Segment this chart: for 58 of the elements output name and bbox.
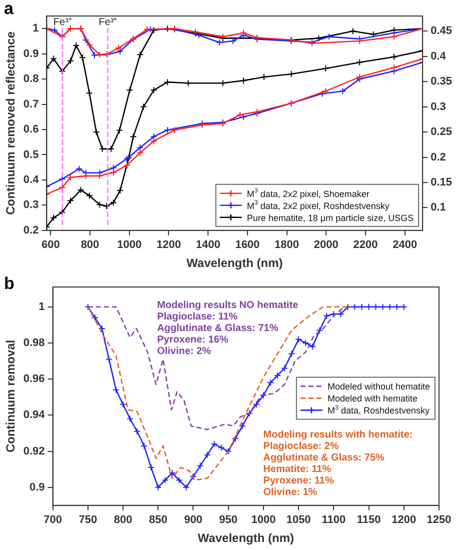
annotation: Modeling results NO hematite Plagioclase: 11% Agglutinate & Glass: 71% Pyroxene: 16% Olivine: 2%: [157, 300, 299, 357]
y-tick-label: 0.96: [23, 373, 45, 386]
y-tick-label: 0.9: [23, 48, 39, 60]
y2-tick-label: 0.3: [430, 100, 446, 113]
x-tick-label: 2000: [314, 239, 338, 252]
y2-tick-label: 0.25: [430, 126, 452, 138]
y-axis-title: Continuum removal: [4, 340, 18, 453]
y-tick-label: 0.3: [23, 199, 39, 212]
x-axis-title: Wavelength (nm): [198, 531, 294, 546]
x-axis-title: Wavelength (nm): [186, 256, 283, 270]
y-tick-label: 0.4: [23, 174, 40, 186]
y-tick-label: 0.92: [23, 445, 45, 458]
ref-line-label: Fe³⁺: [53, 17, 72, 28]
x-tick-label: 800: [80, 239, 100, 252]
x-tick-label: 900: [184, 514, 202, 526]
y-tick-label: 0.5: [23, 148, 39, 161]
x-tick-label: 600: [41, 239, 60, 252]
x-tick-label: 700: [44, 514, 62, 526]
y-tick-label: 0.7: [23, 98, 39, 110]
legend-label: Modeled with hematite: [327, 394, 418, 404]
x-tick-label: 1150: [356, 514, 381, 526]
x-tick-label: 1000: [251, 514, 276, 526]
y-axis-title: Continuum removed reflectance: [4, 31, 18, 215]
x-tick-label: 750: [78, 514, 98, 526]
x-tick-label: 1050: [286, 514, 311, 526]
y-tick-label: 0.98: [23, 336, 45, 349]
y2-tick-label: 0.15: [430, 176, 452, 189]
ref-line-label: Fe³⁺: [98, 17, 118, 28]
y-tick-label: 1: [38, 300, 45, 313]
x-tick-label: 800: [114, 514, 132, 526]
y-tick-label: 0.9: [30, 481, 45, 494]
x-tick-label: 1800: [274, 239, 300, 252]
x-tick-label: 2200: [353, 239, 378, 252]
x-tick-label: 1400: [196, 239, 220, 252]
y-tick-label: 0.6: [23, 124, 39, 136]
y2-tick-label: 0.45: [430, 25, 452, 38]
x-tick-label: 1200: [156, 239, 181, 252]
x-tick-label: 1600: [235, 239, 260, 252]
y-tick-label: 0.2: [23, 224, 39, 236]
y2-tick-label: 0.2: [430, 151, 446, 164]
x-tick-label: 1200: [392, 514, 416, 526]
x-tick-label: 950: [219, 514, 238, 526]
legend-label: Modeled without hematite: [327, 382, 430, 392]
y2-tick-label: 0.4: [430, 50, 447, 62]
legend-label: Pure hematite, 18 μm particle size, USGS: [246, 212, 414, 223]
x-tick-label: 1100: [322, 514, 346, 526]
y2-tick-label: 0.35: [430, 76, 452, 88]
x-tick-label: 850: [148, 514, 168, 526]
annotation: Modeling results with hematite: Plagioclase: 2% Agglutinate & Glass: 75% Hematite: 11% Pyroxene: 11% Olivine: 1%: [263, 430, 413, 498]
y-tick-label: 1: [32, 22, 39, 35]
y-tick-label: 0.8: [23, 73, 39, 86]
x-tick-label: 1250: [426, 514, 452, 526]
x-tick-label: 1000: [117, 239, 142, 252]
chart-title: b: [4, 274, 14, 294]
y2-tick-label: 0.1: [430, 202, 446, 214]
x-tick-label: 2400: [392, 239, 418, 252]
y-tick-label: 0.94: [23, 409, 46, 422]
chart-title: a: [4, 0, 14, 18]
